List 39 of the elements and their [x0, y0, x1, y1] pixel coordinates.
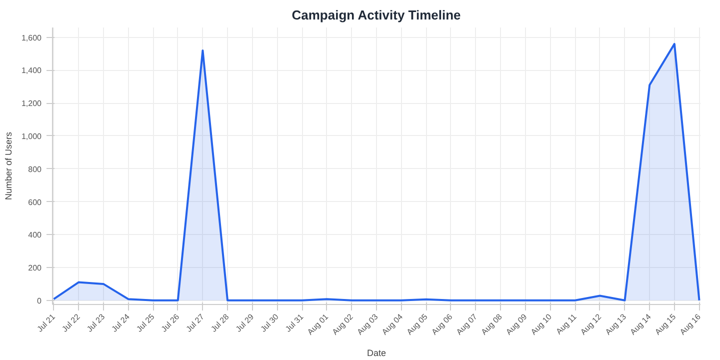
x-tick-label: Jul 29 [234, 312, 256, 334]
x-tick-label: Jul 22 [60, 312, 82, 334]
x-tick-label: Aug 12 [578, 312, 604, 337]
y-tick-label: 200 [28, 264, 42, 273]
x-tick-label: Jul 27 [184, 312, 206, 334]
x-tick-label: Aug 10 [529, 312, 554, 337]
x-tick-label: Aug 14 [628, 312, 654, 337]
x-tick-label: Jul 31 [284, 312, 306, 334]
y-tick-label: 800 [28, 164, 42, 174]
x-tick-label: Aug 06 [430, 312, 455, 337]
x-tick-label: Jul 25 [134, 312, 157, 334]
y-tick-label: 1,400 [21, 66, 42, 76]
y-tick-label: 1,200 [21, 99, 42, 108]
y-tick-label: 1,000 [21, 132, 42, 141]
x-tick-label: Aug 01 [306, 312, 330, 337]
y-tick-label: 0 [37, 296, 42, 306]
x-tick-label: Aug 02 [330, 312, 356, 337]
x-tick-label: Jul 30 [258, 312, 281, 334]
x-tick-label: Aug 03 [355, 312, 380, 337]
x-tick-label: Aug 05 [405, 312, 430, 337]
x-tick-label: Aug 08 [480, 312, 504, 337]
x-tick-label: Jul 24 [110, 312, 132, 334]
x-tick-label: Jul 26 [160, 312, 182, 334]
y-tick-label: 1,600 [21, 33, 42, 42]
x-tick-label: Jul 21 [35, 312, 58, 334]
x-tick-label: Aug 11 [554, 312, 579, 336]
x-tick-label: Jul 23 [85, 312, 107, 334]
x-tick-label: Aug 07 [454, 312, 480, 337]
y-axis-title: Number of Users [3, 131, 14, 200]
x-tick-label: Aug 09 [504, 312, 530, 337]
chart-title: Campaign Activity Timeline [292, 8, 461, 22]
x-tick-label: Aug 13 [604, 312, 628, 337]
y-tick-label: 400 [28, 230, 42, 240]
x-tick-label: Aug 16 [678, 312, 703, 337]
x-tick-label: Jul 28 [209, 312, 232, 334]
x-tick-label: Aug 04 [380, 312, 405, 337]
y-tick-label: 600 [28, 198, 42, 207]
x-tick-label: Aug 15 [653, 312, 678, 337]
x-axis-title: Date [366, 348, 386, 358]
